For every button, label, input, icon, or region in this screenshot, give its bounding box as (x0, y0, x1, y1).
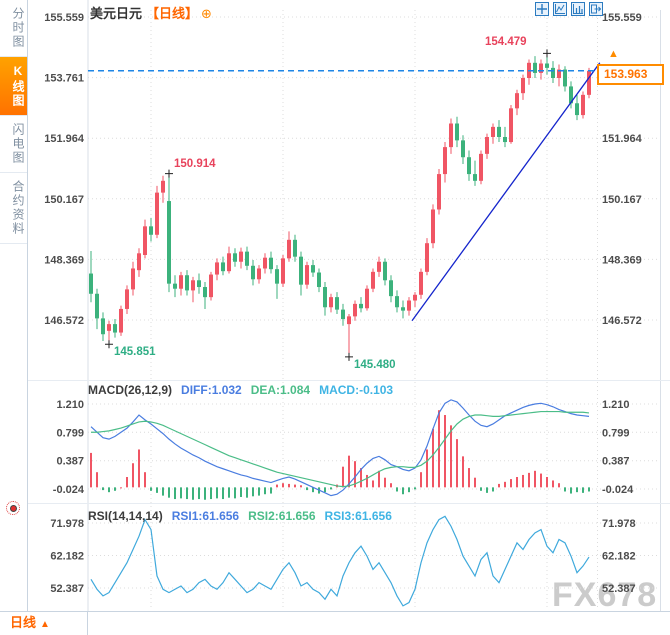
axis-label: 1.210 (56, 399, 84, 411)
macd-header: MACD(26,12,9) DIFF:1.032 DEA:1.084 MACD:-0.… (88, 383, 393, 397)
macd-diff-value: DIFF:1.032 (181, 383, 242, 397)
axis-label: 0.799 (56, 427, 84, 439)
macd-params: MACD(26,12,9) (88, 383, 173, 397)
macd-dea-value: DEA:1.084 (250, 383, 311, 397)
axis-label: 52.387 (602, 583, 636, 595)
main-indicator-icon[interactable] (553, 2, 567, 16)
period-selector-arrow: ▲ (40, 619, 50, 630)
axis-label: 71.978 (50, 518, 84, 530)
axis-label: 151.964 (44, 133, 85, 145)
exit-fullscreen-icon[interactable] (589, 2, 603, 16)
sidebar-item-time-chart[interactable]: 分时图 (0, 0, 27, 57)
axis-label: 1.210 (602, 399, 630, 411)
watermark: FX678 (552, 576, 658, 614)
axis-label: -0.024 (602, 484, 634, 496)
axis-label: 150.167 (602, 194, 642, 206)
axis-label: -0.024 (53, 484, 85, 496)
rsi3-value: RSI3:61.656 (324, 509, 392, 523)
axis-label: 148.369 (44, 254, 84, 266)
axis-label: 155.559 (602, 12, 642, 24)
axis-label: 146.572 (602, 315, 642, 327)
sub-indicator-icon[interactable] (571, 2, 585, 16)
rsi-params: RSI(14,14,14) (88, 509, 163, 523)
axis-label: 155.559 (44, 12, 84, 24)
time-axis-row (0, 611, 670, 635)
chart-type-sidebar: 分时图 K线图 闪电图 合约资料 (0, 0, 28, 611)
axis-label: 148.369 (602, 254, 642, 266)
current-price-badge: 153.963 (597, 64, 664, 85)
sidebar-item-lightning-chart[interactable]: 闪电图 (0, 116, 27, 173)
rsi-settings-icon[interactable] (6, 501, 20, 515)
axis-label: 150.167 (44, 194, 84, 206)
axis-label: 62.182 (602, 551, 636, 563)
period-selector-label: 日线 (10, 615, 37, 630)
chart-toolbar (535, 2, 603, 16)
chart-title: 美元日元 【日线】 ⊕ (90, 3, 212, 22)
axis-label: 153.761 (44, 73, 84, 85)
axis-label: 0.387 (602, 456, 630, 468)
axis-label: 71.978 (602, 518, 636, 530)
rsi1-value: RSI1:61.656 (171, 509, 240, 523)
axis-label: 146.572 (44, 315, 84, 327)
period-tag: 【日线】 (146, 6, 199, 21)
rsi-header: RSI(14,14,14) RSI1:61.656 RSI2:61.656 RSI3:… (88, 509, 392, 523)
axis-label: 52.387 (50, 583, 84, 595)
sidebar-item-kline-chart[interactable]: K线图 (0, 57, 27, 116)
axis-label: 151.964 (602, 133, 643, 145)
rsi2-value: RSI2:61.656 (248, 509, 316, 523)
axis-label: 0.799 (602, 427, 630, 439)
period-selector[interactable]: 日线 ▲ (0, 611, 88, 635)
crosshair-icon[interactable] (535, 2, 549, 16)
axis-label: 62.182 (50, 551, 84, 563)
price-up-arrow-icon: ▲ (608, 48, 619, 60)
macd-macd-value: MACD:-0.103 (319, 383, 394, 397)
sidebar-item-contract-info[interactable]: 合约资料 (0, 173, 27, 244)
symbol-name: 美元日元 (90, 6, 143, 21)
add-indicator-icon[interactable]: ⊕ (201, 6, 212, 21)
axis-label: 0.387 (56, 456, 84, 468)
